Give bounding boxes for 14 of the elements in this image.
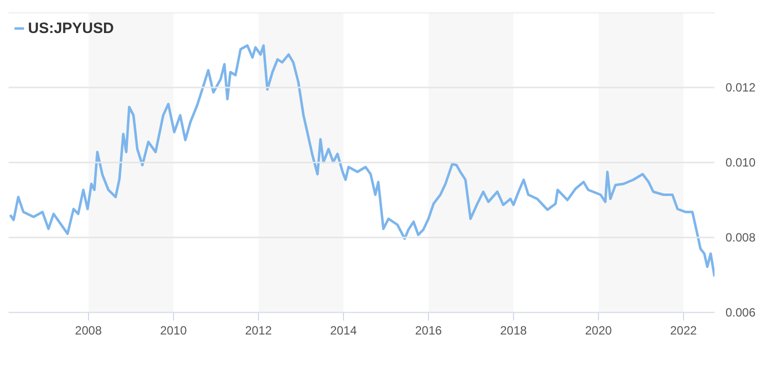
line-series bbox=[8, 44, 714, 278]
y-tick-label: 0.006 bbox=[726, 306, 756, 320]
x-tick-label: 2012 bbox=[245, 324, 272, 338]
legend-label: US:JPYUSD bbox=[28, 20, 114, 36]
x-tick-label: 2010 bbox=[160, 324, 188, 338]
x-tick-label: 2022 bbox=[670, 324, 698, 338]
y-tick-label: 0.010 bbox=[726, 156, 756, 170]
x-tick-label: 2020 bbox=[585, 324, 612, 338]
x-tick-label: 2016 bbox=[415, 324, 442, 338]
x-tick-label: 2014 bbox=[330, 324, 358, 338]
y-tick-label: 0.008 bbox=[726, 230, 756, 244]
x-tick-label: 2008 bbox=[75, 324, 102, 338]
y-tick-label: 0.012 bbox=[726, 80, 756, 94]
x-tick-label: 2018 bbox=[500, 324, 528, 338]
